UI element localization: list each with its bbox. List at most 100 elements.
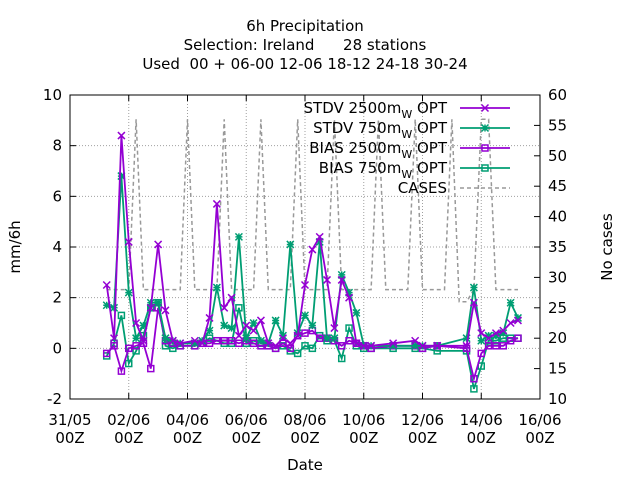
data-point-bias-750m <box>470 385 478 393</box>
data-point-stdv-2500m <box>352 339 361 348</box>
data-point-stdv-750m <box>469 283 478 292</box>
chart-title-line-2: Selection: Ireland 28 stations <box>184 36 427 54</box>
data-point-stdv-2500m <box>154 240 163 249</box>
data-point-stdv-2500m <box>418 341 427 350</box>
data-point-stdv-2500m <box>168 336 177 345</box>
data-point-stdv-2500m <box>249 326 258 335</box>
data-point-stdv-2500m <box>491 329 500 338</box>
y-tick-label: 2 <box>52 289 62 307</box>
axes: 31/0500Z02/0600Z04/0600Z06/0600Z08/0600Z… <box>43 86 567 447</box>
data-point-stdv-2500m <box>234 331 243 340</box>
data-point-stdv-2500m <box>264 339 273 348</box>
y-tick-label: 4 <box>52 238 62 256</box>
legend-item-cases: CASES <box>398 179 510 197</box>
data-point-stdv-2500m <box>308 245 317 254</box>
data-point-bias-750m <box>235 304 243 312</box>
legend-label: BIAS 2500mW OPT <box>309 139 448 161</box>
data-point-stdv-2500m <box>256 316 265 325</box>
legend-item-stdv-750m: STDV 750mW OPT <box>313 119 510 141</box>
data-point-stdv-2500m <box>323 275 332 284</box>
data-point-bias-2500m <box>205 339 214 348</box>
data-point-stdv-2500m <box>227 293 236 302</box>
data-point-stdv-750m <box>139 321 148 330</box>
data-point-stdv-750m <box>323 334 332 343</box>
data-point-stdv-750m <box>352 308 361 317</box>
data-point-bias-750m <box>337 354 346 363</box>
series-line-stdv-2500m <box>105 135 519 347</box>
data-point-stdv-750m <box>477 336 486 345</box>
data-point-stdv-2500m <box>411 336 420 345</box>
y2-tick-label: 45 <box>548 177 567 195</box>
y2-tick-label: 60 <box>548 86 567 104</box>
x-tick-label-date: 10/06 <box>342 411 385 429</box>
data-point-bias-750m <box>132 347 140 355</box>
data-point-bias-2500m <box>235 339 243 348</box>
data-point-bias-2500m <box>492 342 500 350</box>
data-point-stdv-2500m <box>132 318 141 328</box>
data-point-stdv-750m <box>242 334 251 343</box>
data-point-bias-750m <box>117 311 126 320</box>
x-tick-label-date: 08/06 <box>283 411 326 429</box>
data-point-stdv-750m <box>411 341 420 350</box>
data-point-stdv-2500m <box>484 334 493 343</box>
data-point-bias-2500m <box>477 349 485 358</box>
legend-marker <box>480 103 490 113</box>
x-tick-label-hour: 00Z <box>55 429 84 447</box>
data-point-stdv-2500m <box>367 341 376 350</box>
data-point-stdv-2500m <box>513 316 522 325</box>
legend-label: STDV 2500mW OPT <box>304 99 448 121</box>
data-point-stdv-2500m <box>146 303 155 312</box>
data-point-stdv-750m <box>110 303 119 312</box>
y2-tick-label: 20 <box>548 329 567 347</box>
y2-tick-label: 25 <box>548 299 567 317</box>
y2-axis-label: No cases <box>598 213 616 281</box>
data-point-stdv-750m <box>337 270 346 279</box>
data-point-bias-750m <box>205 334 214 342</box>
data-point-stdv-750m <box>330 334 339 343</box>
data-point-bias-2500m <box>227 336 236 345</box>
data-point-stdv-750m <box>227 324 236 333</box>
data-point-stdv-2500m <box>477 329 486 338</box>
data-point-stdv-750m <box>124 288 133 297</box>
data-point-bias-2500m <box>125 344 133 353</box>
data-point-bias-2500m <box>470 374 478 383</box>
data-point-stdv-750m <box>278 331 287 340</box>
series <box>102 118 522 393</box>
data-point-bias-2500m <box>315 334 324 342</box>
data-point-stdv-2500m <box>286 339 295 348</box>
data-point-stdv-2500m <box>506 318 515 328</box>
data-point-stdv-750m <box>154 298 163 307</box>
data-point-stdv-750m <box>462 334 471 343</box>
data-point-stdv-750m <box>484 331 493 340</box>
data-point-bias-2500m <box>345 336 353 345</box>
data-point-stdv-750m <box>234 232 243 241</box>
x-tick-label-date: 04/06 <box>166 411 209 429</box>
x-axis-label: Date <box>287 456 323 474</box>
data-point-stdv-2500m <box>469 298 478 307</box>
data-point-stdv-2500m <box>110 334 119 343</box>
data-point-bias-2500m <box>337 342 346 350</box>
data-point-stdv-2500m <box>433 341 442 350</box>
x-tick-label-date: 02/06 <box>107 411 150 429</box>
legend-label: BIAS 750mW OPT <box>319 159 448 181</box>
data-point-stdv-2500m <box>176 339 185 348</box>
y2-tick-label: 50 <box>548 147 567 165</box>
data-point-stdv-2500m <box>139 336 148 345</box>
data-point-stdv-750m <box>499 329 508 338</box>
data-point-stdv-750m <box>256 336 265 345</box>
data-point-bias-2500m <box>213 336 221 345</box>
data-point-stdv-2500m <box>345 293 354 302</box>
legend-item-bias-2500m: BIAS 2500mW OPT <box>309 139 510 161</box>
x-tick-label-hour: 00Z <box>408 429 437 447</box>
data-point-bias-2500m <box>286 344 295 353</box>
data-point-bias-750m <box>345 324 353 332</box>
chart-title-line-3: Used 00 + 06-00 12-06 18-12 24-18 30-24 <box>142 55 467 73</box>
legend-item-bias-750m: BIAS 750mW OPT <box>319 159 510 181</box>
chart-title-line-1: 6h Precipitation <box>246 17 364 35</box>
data-point-bias-2500m <box>132 342 140 350</box>
data-point-bias-750m <box>161 342 170 350</box>
data-point-stdv-2500m <box>220 303 229 312</box>
y2-tick-label: 15 <box>548 360 567 378</box>
y-tick-label: 8 <box>52 137 62 155</box>
data-point-stdv-750m <box>389 341 398 350</box>
